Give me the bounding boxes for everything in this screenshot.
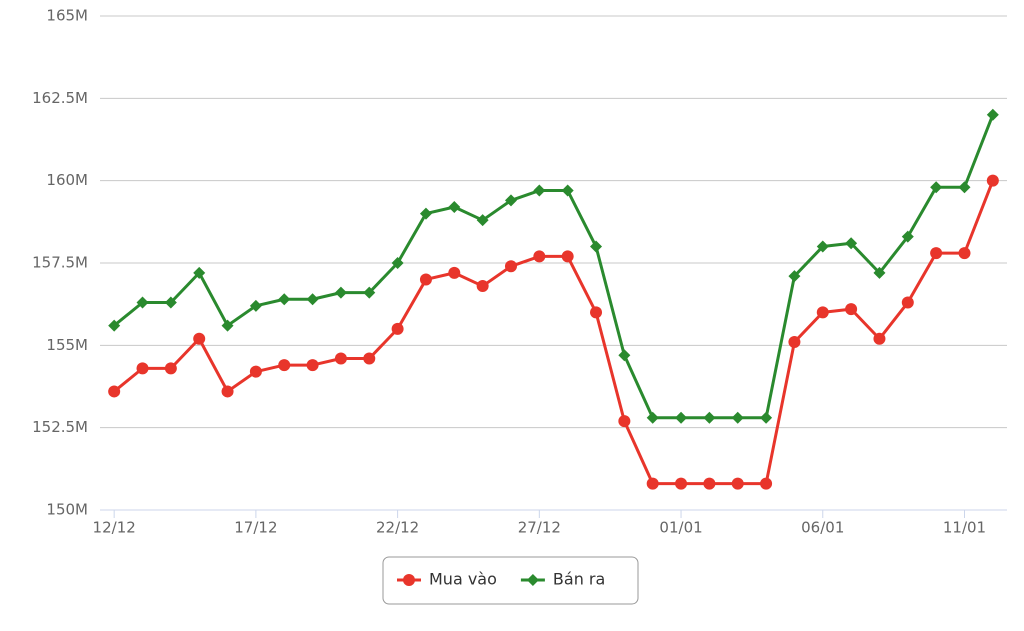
y-tick-label: 160M bbox=[46, 171, 88, 189]
legend-marker bbox=[403, 574, 415, 586]
point bbox=[391, 322, 404, 335]
point bbox=[958, 247, 971, 260]
point bbox=[164, 296, 177, 309]
point bbox=[986, 174, 999, 187]
point bbox=[731, 411, 744, 424]
x-tick-label: 27/12 bbox=[518, 519, 561, 537]
point bbox=[391, 257, 404, 269]
x-tick-label: 17/12 bbox=[234, 519, 277, 537]
point bbox=[618, 415, 631, 428]
x-tick-label: 22/12 bbox=[376, 519, 419, 537]
point bbox=[504, 260, 517, 273]
point bbox=[419, 207, 432, 220]
point bbox=[845, 237, 858, 250]
point bbox=[873, 332, 886, 345]
point bbox=[476, 214, 489, 227]
point bbox=[646, 477, 659, 490]
point bbox=[958, 181, 971, 194]
point bbox=[363, 352, 376, 365]
point bbox=[930, 181, 943, 194]
point bbox=[561, 184, 574, 197]
legend: Mua vào Bán ra bbox=[382, 556, 639, 605]
point bbox=[986, 108, 999, 121]
point bbox=[448, 201, 461, 214]
point bbox=[703, 411, 716, 424]
point bbox=[618, 349, 631, 362]
point bbox=[590, 240, 603, 253]
point bbox=[760, 477, 773, 490]
point bbox=[306, 359, 319, 372]
point bbox=[675, 411, 688, 424]
point bbox=[788, 336, 801, 349]
series-line bbox=[113, 180, 995, 486]
point bbox=[136, 362, 149, 375]
y-tick-label: 155M bbox=[46, 336, 88, 354]
point bbox=[845, 303, 858, 316]
point bbox=[419, 273, 432, 286]
point bbox=[108, 319, 121, 332]
point bbox=[193, 266, 206, 279]
point bbox=[590, 306, 603, 319]
point bbox=[164, 362, 177, 375]
point bbox=[363, 286, 376, 299]
y-tick-label: 150M bbox=[46, 501, 88, 519]
point bbox=[504, 194, 517, 207]
point bbox=[221, 319, 234, 332]
point bbox=[930, 247, 943, 260]
x-tick-label: 01/01 bbox=[659, 519, 702, 537]
point bbox=[221, 385, 234, 398]
point bbox=[108, 385, 121, 398]
point bbox=[788, 270, 801, 283]
point bbox=[334, 352, 347, 365]
point bbox=[306, 293, 319, 306]
y-tick-label: 152.5M bbox=[32, 418, 88, 436]
point bbox=[533, 250, 546, 263]
point bbox=[646, 411, 659, 424]
legend-label: Mua vào bbox=[429, 570, 497, 589]
point bbox=[561, 250, 574, 263]
point bbox=[136, 296, 149, 309]
point bbox=[476, 280, 489, 293]
y-tick-label: 162.5M bbox=[32, 89, 88, 107]
point bbox=[278, 293, 291, 306]
point bbox=[703, 477, 716, 490]
x-tick-label: 11/01 bbox=[943, 519, 986, 537]
point bbox=[249, 299, 262, 312]
point bbox=[448, 266, 461, 279]
point bbox=[675, 477, 688, 490]
point bbox=[901, 230, 914, 243]
point bbox=[533, 184, 546, 197]
point bbox=[731, 477, 744, 490]
legend-label: Bán ra bbox=[553, 570, 605, 589]
point bbox=[193, 332, 206, 345]
point bbox=[901, 296, 914, 309]
point bbox=[249, 365, 262, 378]
legend-marker bbox=[526, 574, 539, 586]
x-tick-label: 12/12 bbox=[93, 519, 136, 537]
x-tick-label: 06/01 bbox=[801, 519, 844, 537]
series-line bbox=[113, 114, 995, 420]
point bbox=[760, 411, 773, 424]
point bbox=[816, 240, 829, 253]
point bbox=[334, 286, 347, 299]
point bbox=[278, 359, 291, 372]
legend-box bbox=[382, 556, 639, 605]
point bbox=[816, 306, 829, 319]
point bbox=[873, 266, 886, 279]
y-tick-label: 165M bbox=[46, 7, 88, 25]
y-tick-label: 157.5M bbox=[32, 254, 88, 272]
